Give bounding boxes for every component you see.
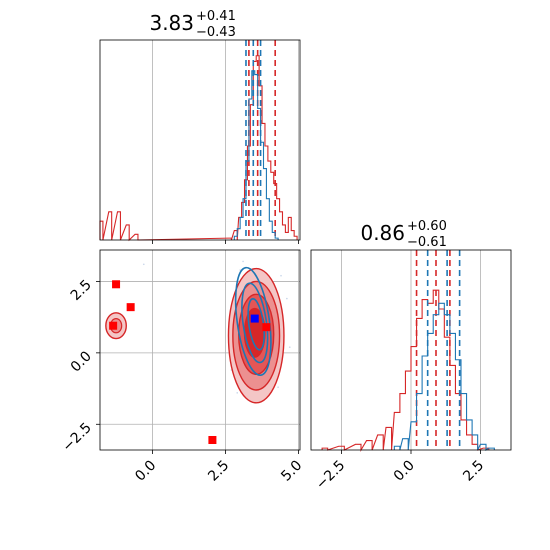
panel-frame <box>99 39 301 241</box>
background-point <box>236 392 239 394</box>
top-histogram-panel <box>99 39 301 244</box>
background-point <box>242 260 244 263</box>
right-title-plus: +0.60 <box>407 219 447 234</box>
x-tick-label: 0.0 <box>132 458 159 485</box>
red-marker <box>109 321 118 330</box>
red-marker <box>126 303 135 312</box>
right-histogram-panel: −2.5 0.0 2.5 <box>310 249 512 493</box>
x-tick-label: 0.0 <box>391 458 418 485</box>
top-title-minus: −0.43 <box>196 25 236 40</box>
right-title-value: 0.86 <box>360 221 405 245</box>
blue-marker <box>250 314 259 323</box>
red-marker <box>112 280 121 289</box>
histogram-series-0 <box>99 55 298 242</box>
background-point <box>280 274 282 277</box>
x-tick-label: 5.0 <box>278 458 305 485</box>
panel-frame <box>99 249 301 451</box>
y-tick-label: 0.0 <box>68 348 95 375</box>
panel-titles: 3.83 +0.41−0.43 0.86 +0.60−0.61 <box>149 9 446 250</box>
top-title-value: 3.83 <box>149 11 194 35</box>
background-point <box>286 297 288 300</box>
blue-contour-0 <box>234 266 272 377</box>
x-tick-label: 2.5 <box>460 458 487 485</box>
y-tick-label: 2.5 <box>68 277 95 304</box>
y-tick-label: −2.5 <box>59 420 94 455</box>
x-tick-label: 2.5 <box>205 458 232 485</box>
blue-contour-1 <box>241 282 269 364</box>
background-point <box>277 386 279 388</box>
red-marker <box>262 323 271 332</box>
x-tick-label: −2.5 <box>313 458 348 493</box>
top-title-plus: +0.41 <box>196 9 236 24</box>
background-point <box>288 346 291 348</box>
right-title-minus: −0.61 <box>407 235 447 250</box>
histogram-series-0 <box>321 289 490 453</box>
histogram-series-1 <box>233 70 279 240</box>
red-marker <box>208 436 217 444</box>
scatter-panel: 0.0 2.5 5.0 −2.5 0.0 2.5 <box>59 249 305 485</box>
histogram-series-1 <box>393 302 495 452</box>
background-point <box>142 263 145 266</box>
